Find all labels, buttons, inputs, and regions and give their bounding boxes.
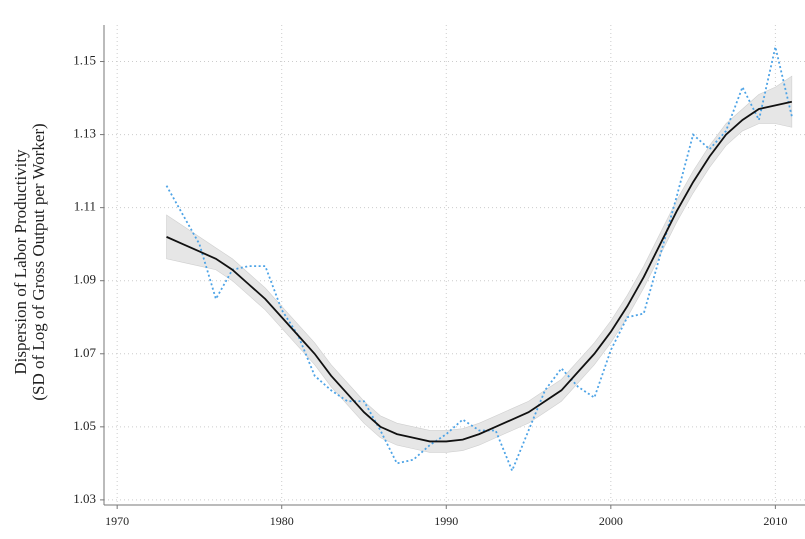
x-tick-label: 2010	[763, 514, 787, 528]
x-tick-label: 1990	[434, 514, 458, 528]
x-tick-label: 1980	[270, 514, 294, 528]
y-tick-label: 1.07	[73, 345, 96, 360]
y-tick-label: 1.13	[73, 126, 96, 141]
x-tick-label: 2000	[599, 514, 623, 528]
y-tick-label: 1.03	[73, 491, 96, 506]
y-tick-label: 1.05	[73, 418, 96, 433]
y-axis-label: (SD of Log of Gross Output per Worker)	[29, 123, 48, 400]
y-tick-label: 1.11	[74, 199, 96, 214]
smoothed-line	[166, 100, 793, 443]
y-tick-label: 1.09	[73, 272, 96, 287]
y-tick-label: 1.15	[73, 53, 96, 68]
x-tick-label: 1970	[105, 514, 129, 528]
y-axis-label: Dispersion of Labor Productivity	[11, 149, 30, 375]
confidence-band	[166, 75, 793, 453]
dotted-line	[165, 46, 793, 474]
